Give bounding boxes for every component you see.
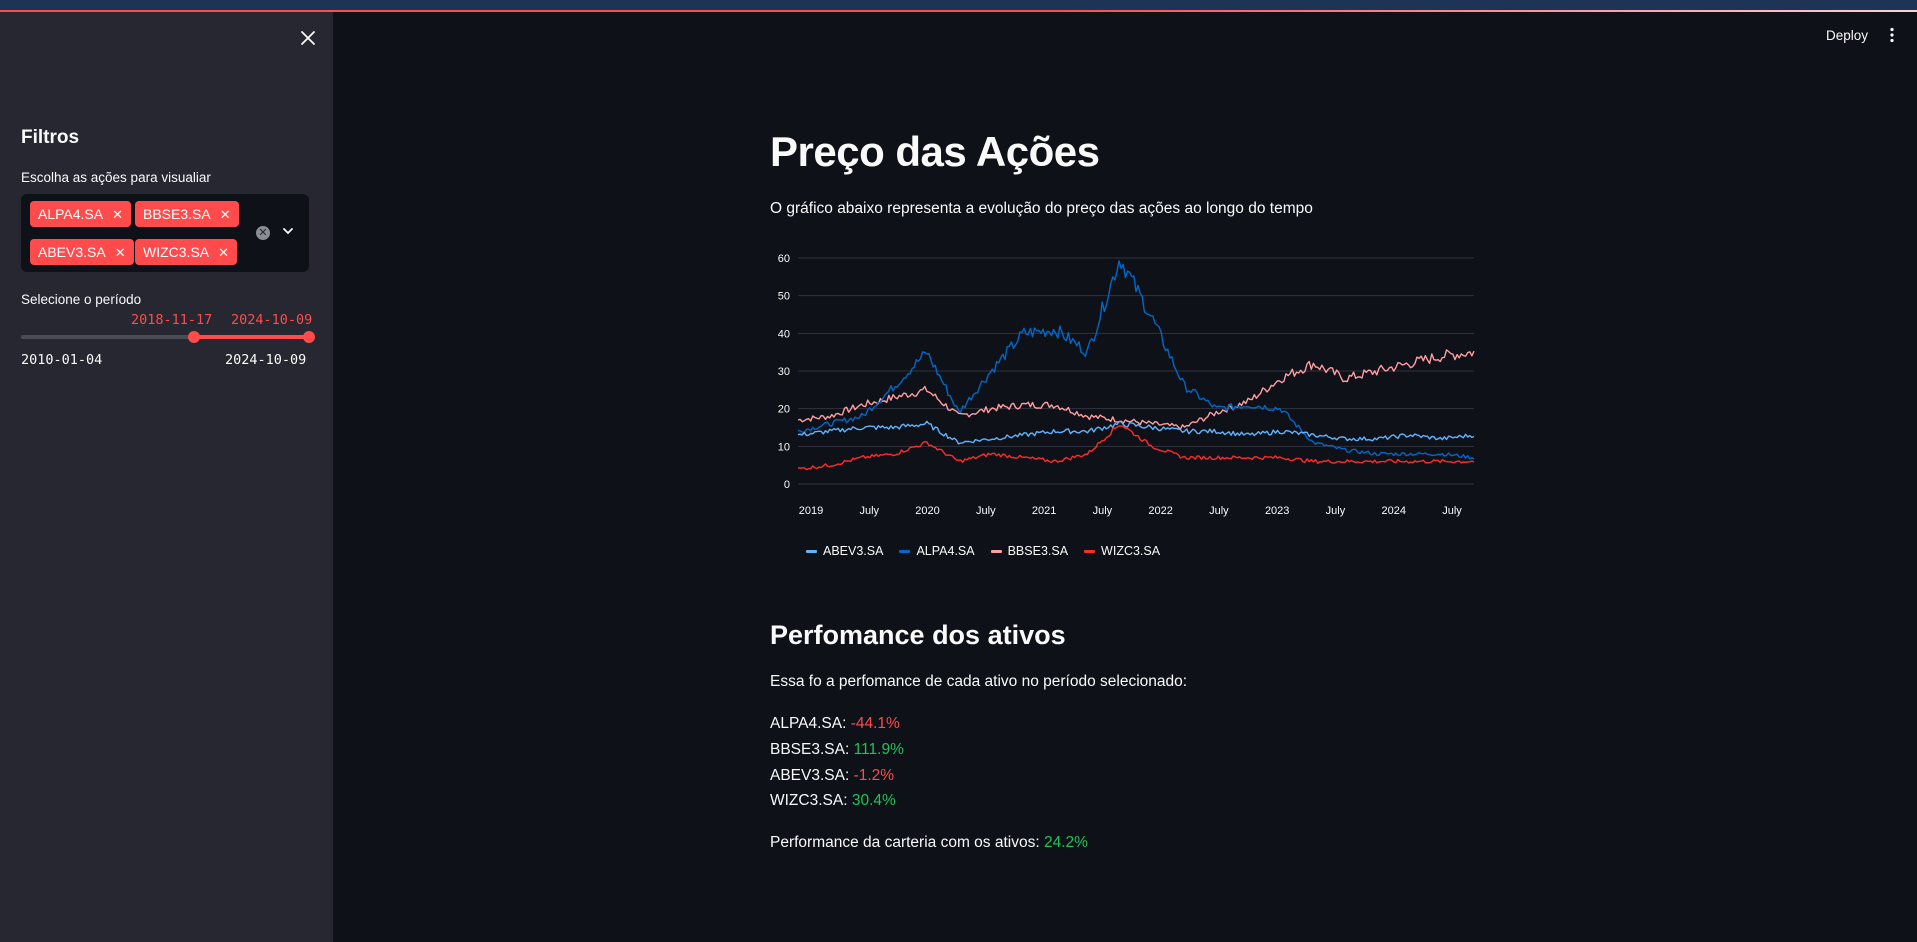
x-tick-label: 2022 bbox=[1148, 505, 1172, 517]
x-tick-label: July bbox=[1326, 505, 1346, 517]
top-decoration-bar bbox=[0, 0, 1917, 12]
x-tick-label: 2019 bbox=[799, 505, 823, 517]
slider-end-value: 2024-10-09 bbox=[231, 312, 313, 328]
legend-label: ABEV3.SA bbox=[823, 544, 884, 558]
clear-all-icon[interactable]: ✕ bbox=[256, 226, 270, 240]
period-slider-fill bbox=[194, 335, 309, 339]
period-slider-track[interactable] bbox=[21, 335, 309, 339]
page-title: Preço das Ações bbox=[770, 128, 1100, 175]
legend-swatch bbox=[1084, 549, 1096, 553]
tag-label: ABEV3.SA bbox=[38, 244, 106, 260]
top-progress-line bbox=[0, 10, 1917, 12]
y-tick-label: 20 bbox=[778, 404, 790, 416]
more-options-icon[interactable] bbox=[1889, 27, 1895, 43]
x-tick-label: 2024 bbox=[1381, 505, 1405, 517]
tag-wizc3: WIZC3.SA ✕ bbox=[135, 239, 238, 265]
sidebar-title: Filtros bbox=[21, 127, 80, 148]
portfolio-label: Performance da carteria com os ativos: bbox=[770, 834, 1040, 851]
tag-bbse3: BBSE3.SA ✕ bbox=[135, 201, 239, 227]
ticker-label: ALPA4.SA: bbox=[770, 715, 847, 732]
x-tick-label: 2021 bbox=[1032, 505, 1056, 517]
slider-start-handle[interactable] bbox=[188, 331, 200, 343]
y-tick-label: 40 bbox=[778, 328, 790, 340]
x-tick-label: July bbox=[976, 505, 996, 517]
legend-label: WIZC3.SA bbox=[1101, 544, 1161, 558]
x-tick-label: 2020 bbox=[915, 505, 939, 517]
legend-swatch bbox=[806, 549, 817, 553]
sidebar bbox=[0, 12, 333, 942]
ticker-label: BBSE3.SA: bbox=[770, 741, 850, 758]
y-tick-label: 0 bbox=[784, 479, 790, 491]
legend-item[interactable]: ABEV3.SA bbox=[806, 544, 883, 558]
close-icon bbox=[301, 31, 315, 45]
close-sidebar-button[interactable] bbox=[298, 28, 318, 48]
series-line-wizc3[interactable] bbox=[797, 425, 1475, 471]
remove-tag-icon[interactable]: ✕ bbox=[112, 207, 124, 222]
x-tick-label: July bbox=[859, 505, 879, 517]
tag-abev3: ABEV3.SA ✕ bbox=[30, 239, 134, 265]
y-tick-label: 50 bbox=[778, 291, 790, 303]
slider-start-value: 2018-11-17 bbox=[131, 312, 213, 328]
price-line-chart[interactable]: 0 10 20 30 40 50 60 2019 July 2020 July 2021 July 202… bbox=[760, 240, 1480, 530]
legend-label: ALPA4.SA bbox=[916, 544, 975, 558]
portfolio-performance: Performance da carteria com os ativos: 2… bbox=[770, 834, 1088, 852]
tag-label: WIZC3.SA bbox=[143, 244, 210, 260]
x-tick-label: 2023 bbox=[1265, 505, 1289, 517]
page-subtitle: O gráfico abaixo representa a evolução d… bbox=[770, 200, 1313, 217]
performance-intro: Essa fo a perfomance de cada ativo no pe… bbox=[770, 673, 1188, 690]
performance-row: WIZC3.SA: 30.4% bbox=[770, 792, 896, 810]
performance-value: -1.2% bbox=[853, 767, 895, 784]
chevron-down-icon[interactable] bbox=[281, 224, 295, 238]
slider-min-label: 2010-01-04 bbox=[21, 352, 103, 368]
performance-row: ALPA4.SA: -44.1% bbox=[770, 715, 900, 733]
tag-label: ALPA4.SA bbox=[38, 206, 104, 222]
legend-item[interactable]: ALPA4.SA bbox=[899, 544, 975, 558]
legend-swatch bbox=[990, 549, 1002, 553]
portfolio-value: 24.2% bbox=[1043, 834, 1088, 851]
y-tick-label: 60 bbox=[778, 253, 790, 265]
x-tick-label: July bbox=[1442, 505, 1462, 517]
performance-value: 111.9% bbox=[853, 741, 904, 758]
slider-end-handle[interactable] bbox=[303, 331, 315, 343]
legend-item[interactable]: WIZC3.SA bbox=[1084, 544, 1160, 558]
series-line-alpa4[interactable] bbox=[797, 260, 1475, 460]
tag-alpa4: ALPA4.SA ✕ bbox=[30, 201, 132, 227]
tag-label: BBSE3.SA bbox=[143, 206, 211, 222]
performance-title: Perfomance dos ativos bbox=[770, 620, 1066, 650]
stocks-label: Escolha as ações para visualiar bbox=[21, 170, 211, 185]
performance-row: ABEV3.SA: -1.2% bbox=[770, 767, 894, 785]
deploy-button[interactable]: Deploy bbox=[1826, 28, 1869, 43]
remove-tag-icon[interactable]: ✕ bbox=[114, 245, 126, 260]
slider-max-label: 2024-10-09 bbox=[225, 352, 307, 368]
remove-tag-icon[interactable]: ✕ bbox=[219, 207, 231, 222]
chart-legend: ABEV3.SA ALPA4.SA BBSE3.SA WIZC3.SA bbox=[806, 544, 1176, 558]
ticker-label: WIZC3.SA: bbox=[770, 792, 848, 809]
performance-value: 30.4% bbox=[851, 792, 896, 809]
performance-row: BBSE3.SA: 111.9% bbox=[770, 741, 904, 759]
performance-value: -44.1% bbox=[850, 715, 900, 732]
legend-item[interactable]: BBSE3.SA bbox=[990, 544, 1069, 558]
x-tick-label: July bbox=[1093, 505, 1113, 517]
ticker-label: ABEV3.SA: bbox=[770, 767, 850, 784]
period-label: Selecione o período bbox=[21, 292, 142, 307]
y-tick-label: 10 bbox=[778, 441, 790, 453]
y-tick-label: 30 bbox=[778, 366, 790, 378]
series-line-bbse3[interactable] bbox=[797, 349, 1475, 430]
legend-swatch bbox=[899, 549, 911, 553]
series-line-abev3[interactable] bbox=[797, 420, 1475, 445]
legend-label: BBSE3.SA bbox=[1007, 544, 1069, 558]
x-tick-label: July bbox=[1209, 505, 1229, 517]
remove-tag-icon[interactable]: ✕ bbox=[218, 245, 230, 260]
